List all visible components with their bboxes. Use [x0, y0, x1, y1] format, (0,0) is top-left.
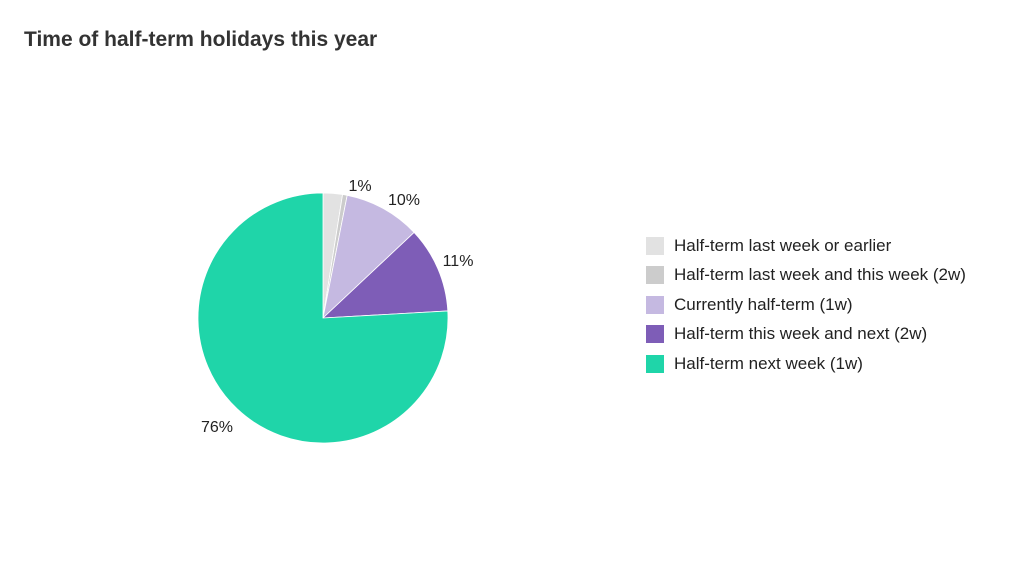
legend-label: Half-term next week (1w) [674, 353, 863, 373]
legend: Half-term last week or earlier Half-term … [646, 231, 966, 379]
legend-label: Currently half-term (1w) [674, 294, 853, 314]
slice-data-label: 11% [443, 253, 474, 270]
legend-label: Half-term this week and next (2w) [674, 324, 928, 344]
pie-slice [197, 192, 449, 444]
legend-item: Half-term this week and next (2w) [646, 320, 966, 350]
slice-data-label: 76% [201, 419, 233, 436]
legend-label: Half-term last week and this week (2w) [674, 265, 966, 285]
legend-swatch [646, 266, 664, 285]
legend-item: Half-term last week and this week (2w) [646, 261, 966, 291]
legend-item: Currently half-term (1w) [646, 290, 966, 320]
pie-slice [321, 231, 449, 319]
legend-swatch [646, 236, 664, 255]
slice-data-label: 10% [388, 192, 420, 209]
legend-swatch [646, 325, 664, 344]
legend-item: Half-term last week or earlier [646, 231, 966, 261]
legend-label: Half-term last week or earlier [674, 235, 892, 255]
legend-item: Half-term next week (1w) [646, 349, 966, 379]
chart-title: Time of half-term holidays this year [24, 28, 378, 51]
pie-slice [322, 194, 415, 320]
legend-swatch [646, 295, 664, 314]
slice-data-label: 1% [348, 178, 371, 195]
legend-swatch [646, 354, 664, 373]
